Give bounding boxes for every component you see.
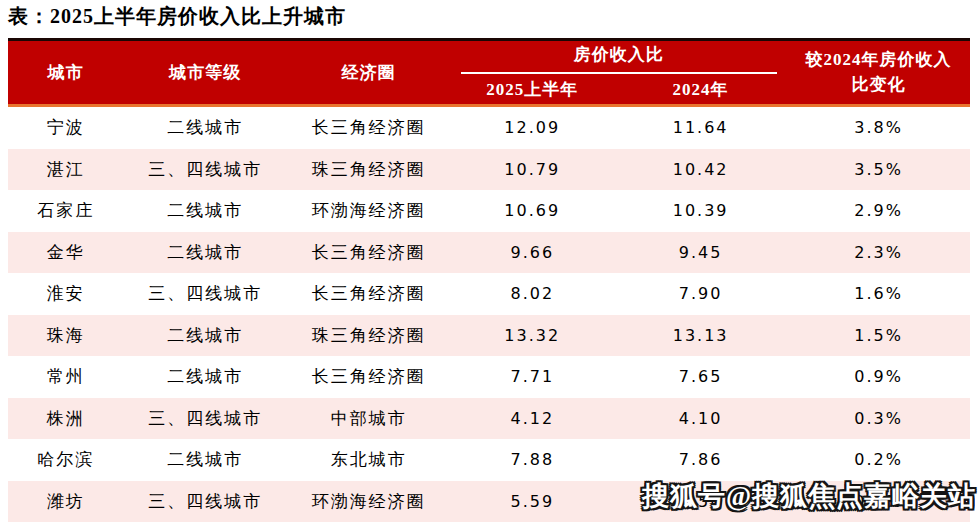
cell-city-tier: 三、四线城市 bbox=[123, 282, 287, 305]
table-body: 宁波二线城市长三角经济圈12.0911.643.8%湛江三、四线城市珠三角经济圈… bbox=[8, 107, 970, 522]
housing-price-income-table: 城市 城市等级 经济圈 房价收入比 2025上半年 2024年 较2024年房价… bbox=[8, 38, 970, 522]
sohu-watermark: 搜狐号@搜狐焦点嘉峪关站 bbox=[642, 478, 976, 514]
table-row: 哈尔滨二线城市东北城市7.887.860.2% bbox=[8, 439, 970, 481]
cell-city: 潍坊 bbox=[8, 490, 123, 513]
cell-change: 0.2% bbox=[787, 450, 970, 469]
header-group-price-income-ratio: 房价收入比 bbox=[461, 43, 778, 74]
cell-economic-circle: 中部城市 bbox=[287, 407, 451, 430]
cell-ratio-2025-h1: 7.88 bbox=[451, 450, 615, 469]
cell-city-tier: 二线城市 bbox=[123, 324, 287, 347]
table-row: 常州二线城市长三角经济圈7.717.650.9% bbox=[8, 356, 970, 398]
cell-ratio-2025-h1: 13.32 bbox=[451, 326, 615, 345]
table-row: 淮安三、四线城市长三角经济圈8.027.901.6% bbox=[8, 273, 970, 315]
cell-change: 3.8% bbox=[787, 118, 970, 137]
cell-city: 石家庄 bbox=[8, 199, 123, 222]
cell-city-tier: 三、四线城市 bbox=[123, 490, 287, 513]
cell-change: 1.6% bbox=[787, 284, 970, 303]
cell-ratio-2024: 7.65 bbox=[614, 367, 787, 386]
cell-city-tier: 三、四线城市 bbox=[123, 158, 287, 181]
cell-change: 2.3% bbox=[787, 243, 970, 262]
table-row: 宁波二线城市长三角经济圈12.0911.643.8% bbox=[8, 107, 970, 149]
cell-ratio-2025-h1: 9.66 bbox=[451, 243, 615, 262]
cell-ratio-2025-h1: 12.09 bbox=[451, 118, 615, 137]
cell-change: 3.5% bbox=[787, 160, 970, 179]
cell-ratio-2024: 7.90 bbox=[614, 284, 787, 303]
cell-ratio-2025-h1: 10.79 bbox=[451, 160, 615, 179]
cell-ratio-2025-h1: 8.02 bbox=[451, 284, 615, 303]
cell-economic-circle: 珠三角经济圈 bbox=[287, 324, 451, 347]
cell-economic-circle: 珠三角经济圈 bbox=[287, 158, 451, 181]
cell-change: 1.5% bbox=[787, 326, 970, 345]
cell-ratio-2024: 9.45 bbox=[614, 243, 787, 262]
cell-city: 湛江 bbox=[8, 158, 123, 181]
cell-ratio-2025-h1: 5.59 bbox=[451, 492, 615, 511]
cell-change: 0.9% bbox=[787, 367, 970, 386]
cell-ratio-2024: 7.86 bbox=[614, 450, 787, 469]
cell-economic-circle: 环渤海经济圈 bbox=[287, 490, 451, 513]
cell-city: 淮安 bbox=[8, 282, 123, 305]
header-city-tier: 城市等级 bbox=[123, 41, 287, 104]
cell-city-tier: 二线城市 bbox=[123, 199, 287, 222]
table-row: 珠海二线城市珠三角经济圈13.3213.131.5% bbox=[8, 315, 970, 357]
header-2025-h1: 2025上半年 bbox=[451, 74, 615, 104]
cell-city-tier: 二线城市 bbox=[123, 365, 287, 388]
cell-economic-circle: 长三角经济圈 bbox=[287, 365, 451, 388]
cell-city: 宁波 bbox=[8, 116, 123, 139]
cell-economic-circle: 长三角经济圈 bbox=[287, 241, 451, 264]
page: 表：2025上半年房价收入比上升城市 城市 城市等级 经济圈 房价收入比 202… bbox=[0, 0, 980, 522]
cell-ratio-2024: 11.64 bbox=[614, 118, 787, 137]
cell-ratio-2024: 13.13 bbox=[614, 326, 787, 345]
header-economic-circle: 经济圈 bbox=[287, 41, 451, 104]
cell-city: 珠海 bbox=[8, 324, 123, 347]
cell-city-tier: 三、四线城市 bbox=[123, 407, 287, 430]
cell-city-tier: 二线城市 bbox=[123, 116, 287, 139]
cell-ratio-2024: 4.10 bbox=[614, 409, 787, 428]
header-2024: 2024年 bbox=[614, 74, 787, 104]
header-change-vs-2024: 较2024年房价收入 比变化 bbox=[787, 41, 970, 104]
cell-ratio-2024: 10.39 bbox=[614, 201, 787, 220]
cell-change: 2.9% bbox=[787, 201, 970, 220]
cell-ratio-2025-h1: 7.71 bbox=[451, 367, 615, 386]
cell-city-tier: 二线城市 bbox=[123, 241, 287, 264]
cell-economic-circle: 长三角经济圈 bbox=[287, 282, 451, 305]
table-header: 城市 城市等级 经济圈 房价收入比 2025上半年 2024年 较2024年房价… bbox=[8, 38, 970, 107]
table-row: 石家庄二线城市环渤海经济圈10.6910.392.9% bbox=[8, 190, 970, 232]
header-change-line1: 较2024年房价收入 bbox=[806, 48, 952, 73]
header-change-line2: 比变化 bbox=[852, 73, 906, 98]
table-row: 金华二线城市长三角经济圈9.669.452.3% bbox=[8, 232, 970, 274]
cell-economic-circle: 东北城市 bbox=[287, 448, 451, 471]
cell-city: 常州 bbox=[8, 365, 123, 388]
cell-ratio-2025-h1: 4.12 bbox=[451, 409, 615, 428]
table-row: 株洲三、四线城市中部城市4.124.100.3% bbox=[8, 398, 970, 440]
cell-ratio-2024: 10.42 bbox=[614, 160, 787, 179]
cell-city-tier: 二线城市 bbox=[123, 448, 287, 471]
cell-ratio-2025-h1: 10.69 bbox=[451, 201, 615, 220]
cell-city: 哈尔滨 bbox=[8, 448, 123, 471]
cell-change: 0.3% bbox=[787, 409, 970, 428]
cell-city: 金华 bbox=[8, 241, 123, 264]
cell-economic-circle: 长三角经济圈 bbox=[287, 116, 451, 139]
table-title: 表：2025上半年房价收入比上升城市 bbox=[8, 3, 346, 30]
cell-economic-circle: 环渤海经济圈 bbox=[287, 199, 451, 222]
cell-city: 株洲 bbox=[8, 407, 123, 430]
header-city: 城市 bbox=[8, 41, 123, 104]
table-row: 湛江三、四线城市珠三角经济圈10.7910.423.5% bbox=[8, 149, 970, 191]
